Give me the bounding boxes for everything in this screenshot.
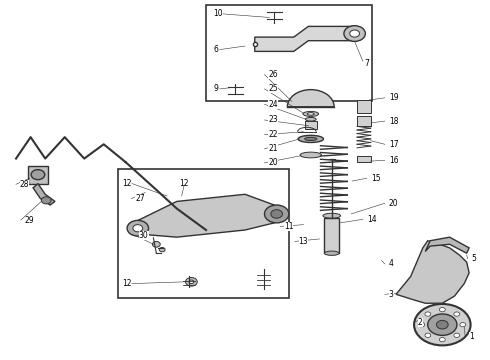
Circle shape	[454, 312, 460, 316]
Text: 27: 27	[135, 194, 145, 203]
Text: 20: 20	[389, 199, 398, 208]
Polygon shape	[396, 241, 469, 303]
Circle shape	[460, 323, 465, 327]
Bar	[206, 5, 372, 102]
Text: 11: 11	[284, 222, 294, 231]
Text: 19: 19	[389, 93, 398, 102]
Text: 18: 18	[389, 117, 398, 126]
Circle shape	[350, 30, 360, 37]
Text: 28: 28	[20, 180, 29, 189]
Text: 30: 30	[139, 231, 148, 240]
Bar	[28, 166, 48, 184]
Bar	[357, 156, 371, 162]
Text: 4: 4	[389, 260, 393, 269]
Ellipse shape	[305, 137, 317, 140]
Circle shape	[41, 197, 51, 204]
Ellipse shape	[324, 251, 339, 255]
Text: 21: 21	[269, 144, 278, 153]
Circle shape	[127, 220, 148, 236]
Circle shape	[189, 280, 194, 284]
Text: 20: 20	[269, 158, 278, 167]
Circle shape	[271, 210, 283, 218]
Text: 17: 17	[389, 140, 398, 149]
Text: 12: 12	[122, 279, 132, 288]
Circle shape	[454, 333, 460, 337]
Text: 10: 10	[213, 9, 223, 18]
Circle shape	[425, 333, 431, 337]
Circle shape	[152, 242, 160, 247]
Circle shape	[419, 323, 425, 327]
Bar	[357, 116, 371, 126]
Text: 25: 25	[269, 84, 278, 93]
Text: 22: 22	[269, 130, 278, 139]
Text: 2: 2	[418, 318, 423, 327]
Circle shape	[414, 304, 470, 345]
Text: 1: 1	[469, 332, 474, 341]
Ellipse shape	[298, 135, 323, 143]
Circle shape	[31, 170, 45, 180]
Text: 5: 5	[471, 254, 476, 263]
Polygon shape	[425, 237, 469, 253]
Circle shape	[159, 248, 165, 252]
Text: 7: 7	[365, 59, 369, 68]
Bar	[357, 100, 371, 113]
Ellipse shape	[303, 111, 318, 116]
Wedge shape	[288, 90, 334, 107]
Text: 24: 24	[269, 100, 278, 109]
Bar	[305, 121, 317, 129]
Text: 16: 16	[389, 156, 398, 165]
Circle shape	[344, 26, 366, 41]
Polygon shape	[255, 26, 352, 51]
Text: 15: 15	[371, 174, 380, 183]
Text: 6: 6	[213, 45, 218, 54]
Text: 14: 14	[367, 215, 376, 224]
Circle shape	[440, 307, 445, 312]
Text: 13: 13	[298, 237, 308, 246]
Text: 12: 12	[122, 179, 132, 188]
Bar	[324, 217, 339, 253]
Text: 9: 9	[213, 84, 218, 93]
Text: 3: 3	[389, 290, 393, 299]
Circle shape	[437, 320, 448, 329]
Polygon shape	[33, 184, 55, 205]
Ellipse shape	[307, 113, 314, 115]
Ellipse shape	[305, 117, 316, 121]
Bar	[118, 169, 289, 298]
Circle shape	[186, 278, 197, 286]
Text: 29: 29	[25, 216, 34, 225]
Circle shape	[428, 314, 457, 336]
Ellipse shape	[300, 152, 321, 158]
Text: 23: 23	[269, 116, 278, 125]
Text: 12: 12	[179, 179, 189, 188]
Circle shape	[133, 225, 143, 232]
Circle shape	[440, 338, 445, 342]
Circle shape	[265, 205, 289, 223]
Ellipse shape	[323, 213, 341, 218]
Circle shape	[425, 312, 431, 316]
Text: 26: 26	[269, 70, 278, 79]
Polygon shape	[133, 194, 274, 237]
